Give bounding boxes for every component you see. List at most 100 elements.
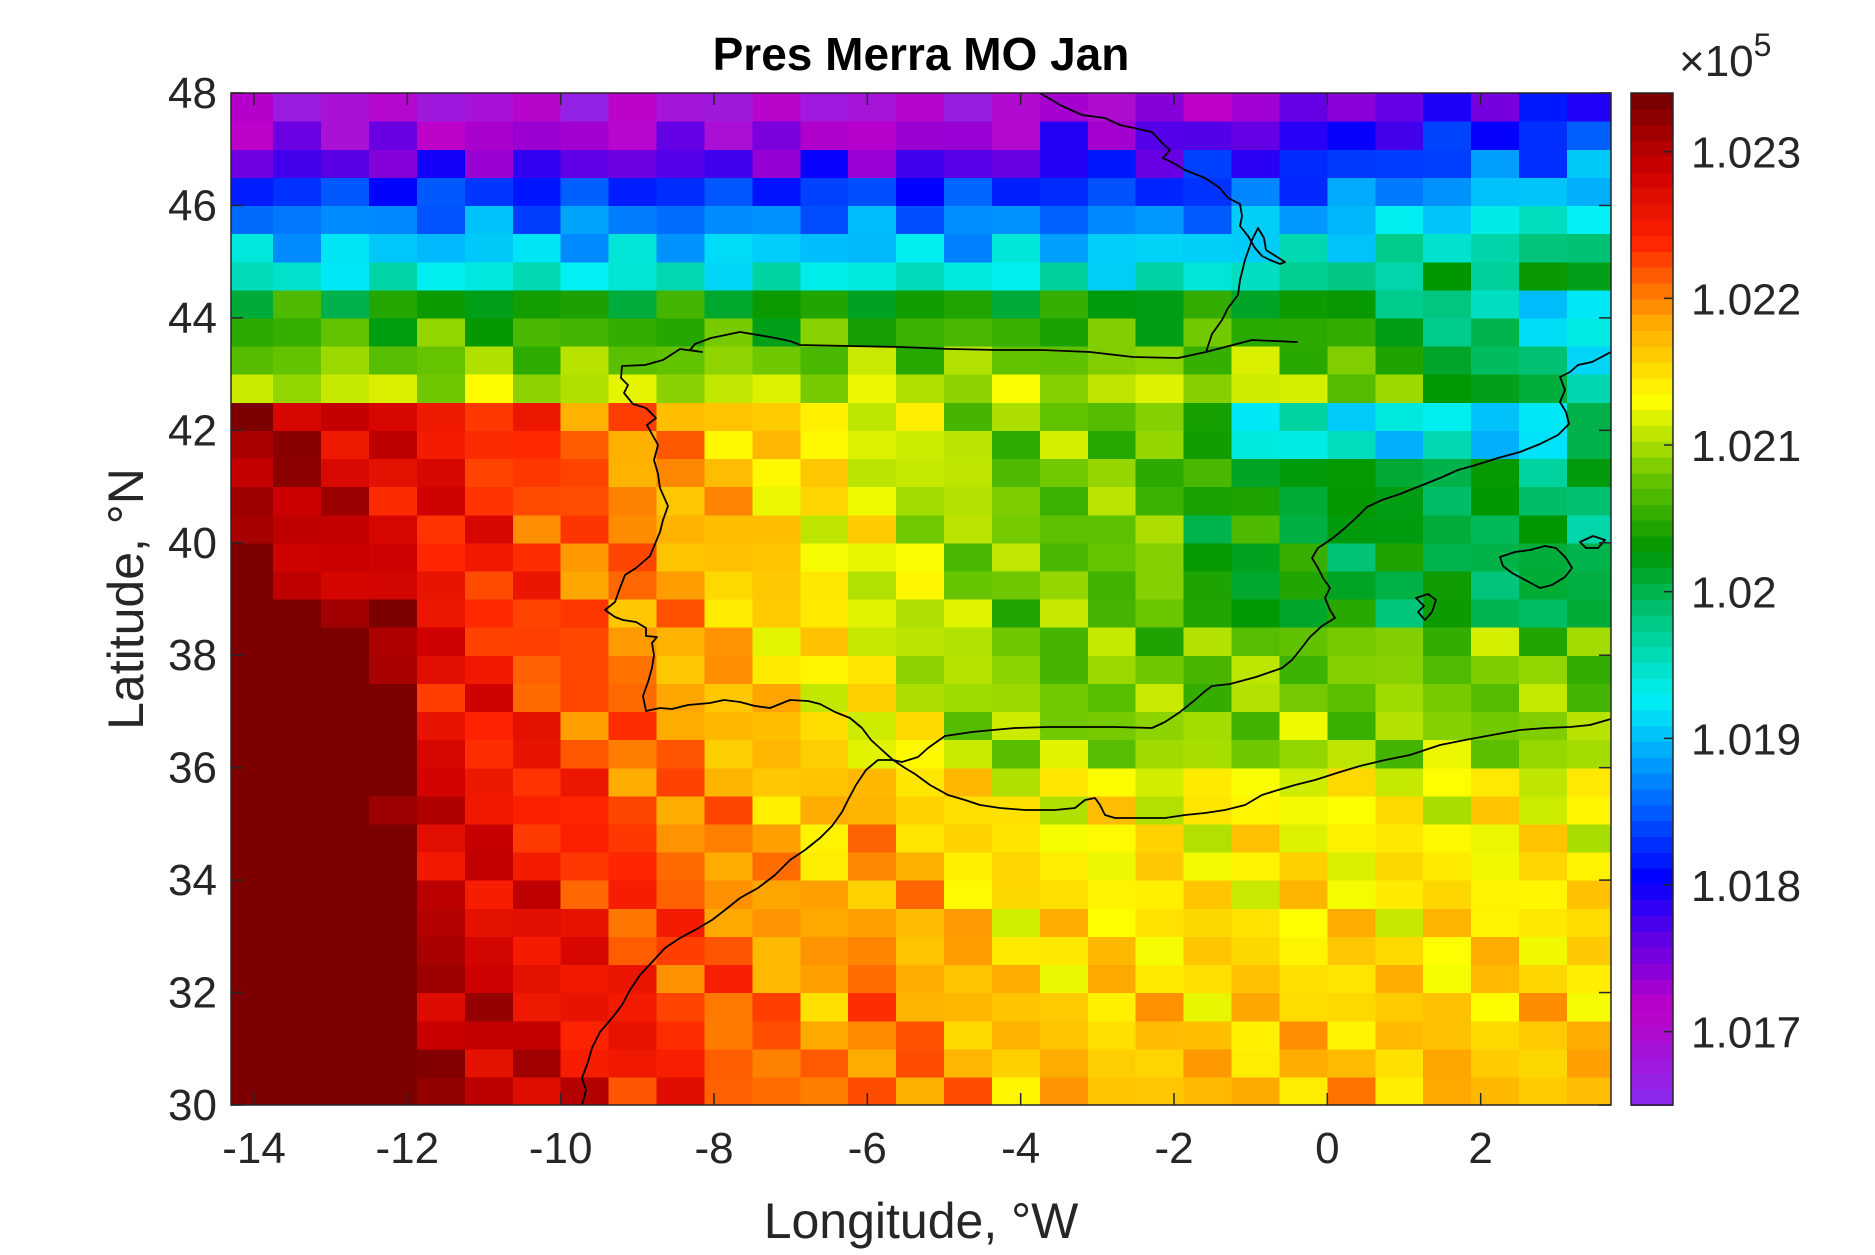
x-tick-label: -8	[694, 1124, 733, 1173]
heatmap-cell	[656, 93, 706, 122]
heatmap-cell	[1183, 655, 1233, 684]
heatmap-cell	[369, 514, 418, 544]
heatmap-cell	[464, 992, 514, 1022]
heatmap-cell	[273, 767, 322, 797]
heatmap-cell	[848, 992, 897, 1022]
heatmap-cell	[1471, 149, 1520, 178]
heatmap-cell	[1327, 402, 1376, 431]
heatmap-cell	[1327, 121, 1376, 150]
heatmap-cell	[1327, 880, 1376, 909]
heatmap-cell	[1471, 570, 1520, 600]
heatmap-cell	[1231, 1076, 1281, 1105]
heatmap-cell	[1375, 683, 1424, 713]
heatmap-cell	[1423, 570, 1472, 600]
heatmap-cell	[273, 149, 322, 178]
heatmap-cell	[1471, 317, 1520, 347]
heatmap-cell	[464, 121, 514, 150]
heatmap-cell	[1423, 121, 1472, 150]
heatmap-cell	[1519, 908, 1568, 937]
heatmap-cell	[321, 149, 370, 178]
heatmap-cell	[1375, 964, 1424, 994]
heatmap-cell	[1279, 1020, 1328, 1050]
heatmap-cell	[1039, 261, 1089, 291]
heatmap-cell	[369, 1076, 418, 1105]
heatmap-cell	[416, 93, 466, 122]
heatmap-cell	[1183, 992, 1233, 1022]
heatmap-cell	[231, 346, 274, 375]
heatmap-cell	[416, 374, 466, 403]
heatmap-cell	[608, 121, 658, 150]
heatmap-cell	[1471, 880, 1520, 909]
coastline-ibiza	[1415, 593, 1437, 621]
heatmap-cell	[560, 627, 610, 656]
colorbar-strip	[1631, 330, 1673, 347]
heatmap-cell	[1375, 823, 1424, 853]
heatmap-cell	[1183, 514, 1233, 544]
heatmap-cell	[1327, 599, 1376, 628]
heatmap-cell	[1231, 374, 1281, 403]
colorbar-strip	[1631, 946, 1673, 964]
heatmap-cell	[1327, 317, 1376, 347]
heatmap-cell	[512, 261, 562, 291]
heatmap-cell	[464, 795, 514, 825]
heatmap-cell	[991, 570, 1041, 600]
heatmap-cell	[608, 346, 658, 375]
heatmap-cell	[231, 852, 274, 881]
heatmap-cell	[752, 739, 801, 769]
heatmap-cell	[656, 936, 706, 966]
heatmap-cell	[1519, 795, 1568, 825]
heatmap-cell	[1471, 346, 1520, 375]
heatmap-cell	[704, 767, 753, 797]
heatmap-cell	[1519, 121, 1568, 150]
heatmap-cell	[752, 402, 801, 431]
heatmap-cell	[1327, 93, 1376, 122]
heatmap-cell	[800, 289, 849, 319]
heatmap-cell	[1135, 711, 1185, 741]
heatmap-cell	[1183, 711, 1233, 741]
heatmap-cell	[704, 1020, 753, 1050]
heatmap-cell	[800, 458, 849, 488]
heatmap-cell	[991, 655, 1041, 684]
heatmap-cell	[1566, 992, 1611, 1022]
colorbar-strip	[1631, 693, 1673, 711]
colorbar-strip	[1631, 630, 1673, 648]
heatmap-cell	[608, 177, 658, 207]
heatmap-cell	[848, 430, 897, 460]
heatmap-cell	[464, 880, 514, 909]
heatmap-cell	[1231, 289, 1281, 319]
heatmap-cell	[1279, 655, 1328, 684]
heatmap-cell	[896, 177, 945, 207]
heatmap-cell	[1327, 964, 1376, 994]
heatmap-cell	[321, 486, 370, 516]
heatmap-cell	[608, 627, 658, 656]
heatmap-cell	[231, 795, 274, 825]
heatmap-cell	[752, 458, 801, 488]
heatmap-cell	[1135, 177, 1185, 207]
heatmap-cell	[1135, 852, 1185, 881]
heatmap-cell	[464, 486, 514, 516]
heatmap-cell	[369, 683, 418, 713]
heatmap-cell	[1327, 767, 1376, 797]
heatmap-cell	[560, 964, 610, 994]
heatmap-cell	[231, 908, 274, 937]
colorbar-strip	[1631, 124, 1673, 142]
heatmap-cell	[1135, 261, 1185, 291]
heatmap-cell	[416, 880, 466, 909]
heatmap-cell	[848, 514, 897, 544]
heatmap-cell	[944, 93, 993, 122]
heatmap-cell	[1471, 992, 1520, 1022]
heatmap-cell	[560, 795, 610, 825]
heatmap-cell	[1135, 767, 1185, 797]
heatmap-cell	[752, 767, 801, 797]
heatmap-cell	[656, 233, 706, 263]
heatmap-cell	[1327, 149, 1376, 178]
heatmap-cell	[944, 823, 993, 853]
colorbar-strip	[1631, 219, 1673, 237]
heatmap-cell	[416, 683, 466, 713]
heatmap-cell	[991, 992, 1041, 1022]
colorbar-frame	[1630, 92, 1674, 1106]
heatmap-cell	[560, 992, 610, 1022]
heatmap-cell	[896, 289, 945, 319]
colorbar-strip	[1631, 551, 1673, 569]
